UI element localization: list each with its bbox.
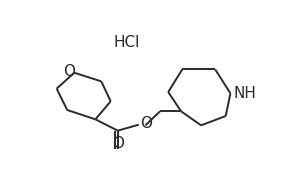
Text: O: O bbox=[112, 136, 124, 151]
Text: NH: NH bbox=[234, 86, 257, 101]
Text: HCl: HCl bbox=[114, 35, 140, 50]
Text: O: O bbox=[63, 64, 75, 79]
Text: O: O bbox=[140, 116, 152, 131]
